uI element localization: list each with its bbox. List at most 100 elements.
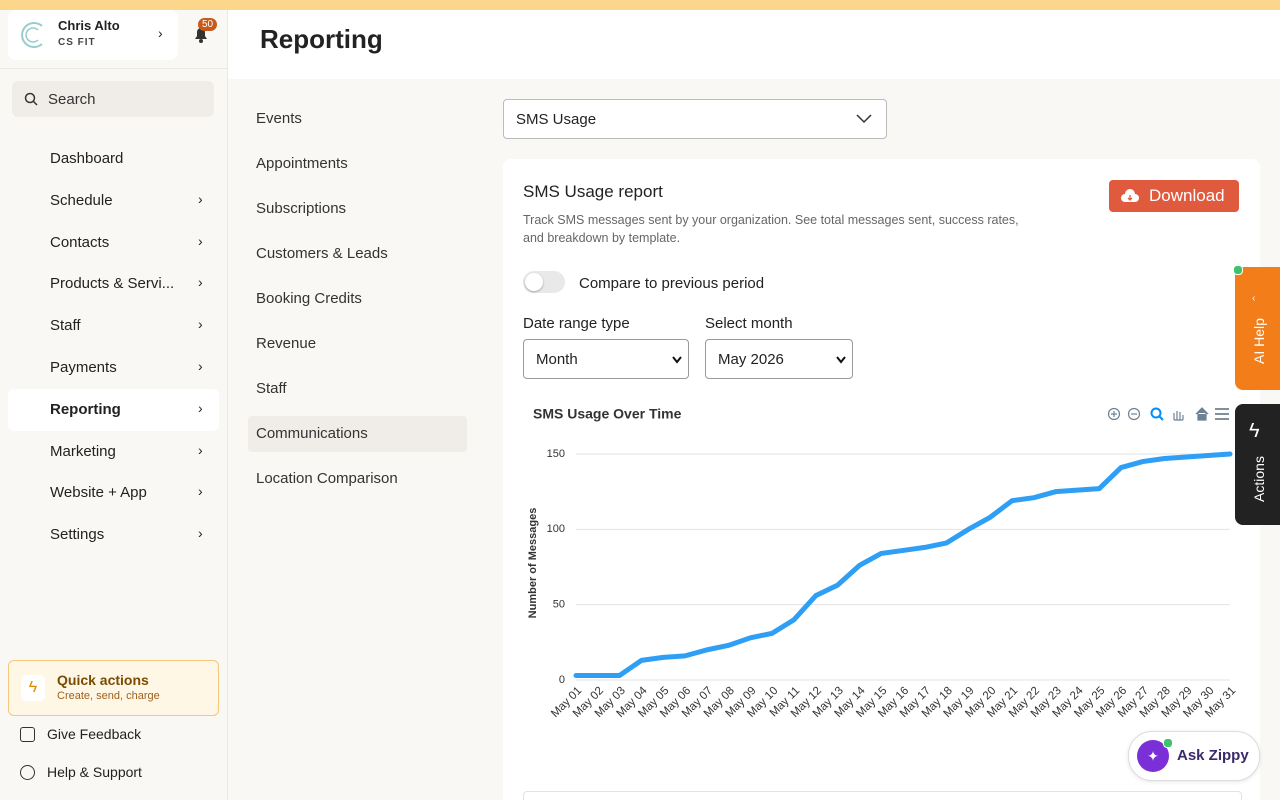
nav-label: Payments — [50, 359, 117, 376]
y-tick-label: 0 — [559, 674, 565, 686]
logo — [21, 22, 43, 48]
chevron: ‹ — [1252, 293, 1256, 304]
report-menu-item[interactable]: Customers & Leads — [256, 245, 388, 262]
report-select[interactable]: SMS Usage — [503, 99, 887, 139]
nav-label: Contacts — [50, 233, 110, 251]
y-tick-label: 50 — [553, 599, 565, 611]
report-menu-item[interactable]: Appointments — [256, 155, 348, 172]
download-label: Download — [1149, 186, 1225, 205]
compare-toggle[interactable] — [523, 271, 565, 293]
month-value: May 2026 — [718, 350, 784, 368]
date-range-label: Date range type — [523, 315, 630, 332]
ai-help-tab[interactable]: ‹ AI Help — [1233, 265, 1280, 390]
nav-label: Staff — [50, 317, 81, 335]
chevron: › — [158, 25, 163, 41]
nav-item[interactable]: Products & Servi... › — [8, 263, 219, 305]
search-placeholder: Search — [48, 91, 96, 108]
report-menu-item[interactable]: Location Comparison — [256, 470, 398, 487]
nav-item[interactable]: Reporting › — [8, 388, 219, 431]
report-menu-item[interactable]: Staff — [256, 380, 287, 397]
footer-icon — [20, 726, 35, 742]
chevron: › — [198, 358, 203, 374]
footer-link[interactable]: Help & Support — [20, 764, 142, 780]
chevron: › — [198, 316, 203, 333]
chevron: › — [198, 441, 203, 458]
report-menu-item[interactable]: Booking Credits — [256, 290, 362, 307]
nav-item[interactable]: Staff › — [8, 305, 219, 347]
y-tick-label: 100 — [547, 523, 565, 535]
nav-label: Schedule — [50, 191, 113, 209]
notification-badge: 50 — [198, 18, 218, 31]
download-button[interactable]: Download — [1109, 180, 1239, 212]
date-range-select[interactable]: Month — [523, 339, 689, 379]
report-menu-item[interactable]: Revenue — [256, 335, 317, 352]
report-menu-item[interactable]: Communications — [248, 416, 467, 452]
footer-label: Give Feedback — [47, 726, 142, 742]
report-select-value: SMS Usage — [516, 110, 597, 128]
user-name: Chris Alto — [58, 18, 120, 33]
quick-actions-title: Quick actions — [57, 672, 149, 688]
date-range-value: Month — [536, 350, 578, 368]
page-title: Reporting — [260, 24, 383, 54]
nav-item[interactable]: Payments › — [8, 347, 219, 389]
quick-actions-subtitle: Create, send, charge — [57, 690, 160, 702]
month-label: Select month — [705, 315, 793, 332]
y-axis-title: Number of Messages — [527, 508, 539, 619]
chevron: › — [198, 525, 203, 542]
quick-actions[interactable]: ϟ Quick actions Create, send, charge — [8, 660, 219, 716]
sidebar: Chris Alto CS FIT › 50 Search ϟ Quick ac… — [0, 10, 228, 800]
chevron: › — [198, 483, 203, 500]
nav-item[interactable]: Website + App › — [8, 472, 219, 514]
search-icon — [24, 92, 38, 106]
caret — [672, 356, 682, 364]
nav-item[interactable]: Contacts › — [8, 222, 219, 264]
data-line — [573, 451, 1233, 678]
nav-label: Reporting — [50, 400, 121, 418]
bolt-icon: ϟ — [21, 675, 45, 701]
search-box[interactable]: Search — [12, 81, 214, 117]
cloud-icon — [1121, 189, 1139, 202]
ask-zippy-label: Ask Zippy — [1177, 747, 1249, 764]
footer-icon — [20, 764, 35, 780]
nav-label: Dashboard — [50, 150, 124, 167]
header: Reporting — [228, 10, 1280, 79]
card-title: SMS Usage report — [523, 182, 663, 201]
card-description: Track SMS messages sent by your organiza… — [523, 213, 1019, 245]
month-select[interactable]: May 2026 — [705, 339, 853, 379]
chevron: › — [198, 232, 203, 249]
chevron: › — [198, 190, 203, 207]
actions-tab[interactable]: ϟ Actions — [1235, 404, 1280, 525]
footer-label: Help & Support — [47, 764, 142, 780]
ai-help-label: AI Help — [1251, 318, 1267, 364]
caret — [856, 114, 872, 124]
chart-title: SMS Usage Over Time — [533, 406, 682, 422]
bolt-icon: ϟ — [1249, 420, 1260, 442]
chevron: › — [198, 274, 203, 291]
report-menu-item[interactable]: Events — [256, 110, 302, 127]
chart-toolbar[interactable] — [1107, 407, 1230, 421]
caret — [836, 356, 846, 364]
nav-item[interactable]: Marketing › — [8, 431, 219, 473]
table-edge — [523, 791, 1242, 800]
divider — [0, 68, 227, 69]
top-bar — [0, 0, 1280, 10]
ask-zippy[interactable]: ✦ Ask Zippy — [1128, 731, 1260, 781]
actions-label: Actions — [1251, 456, 1267, 502]
nav-item[interactable]: Settings › — [8, 514, 219, 556]
org-name: CS FIT — [58, 37, 96, 48]
report-card: SMS Usage report Track SMS messages sent… — [503, 159, 1260, 800]
footer-link[interactable]: Give Feedback — [20, 726, 141, 742]
profile[interactable]: Chris Alto CS FIT › — [8, 10, 178, 60]
y-tick-label: 150 — [547, 448, 565, 460]
report-menu-item[interactable]: Subscriptions — [256, 200, 347, 217]
nav-label: Website + App — [50, 484, 147, 502]
chart: SMS Usage Over Time Number of Messages 0… — [527, 406, 1238, 720]
nav-label: Marketing — [50, 442, 116, 460]
chevron: › — [198, 399, 203, 416]
nav-label: Products & Servi... — [50, 275, 175, 293]
compare-label: Compare to previous period — [579, 275, 765, 292]
nav-item[interactable]: Dashboard — [8, 138, 219, 180]
nav-label: Settings — [50, 526, 105, 544]
nav-item[interactable]: Schedule › — [8, 180, 219, 222]
